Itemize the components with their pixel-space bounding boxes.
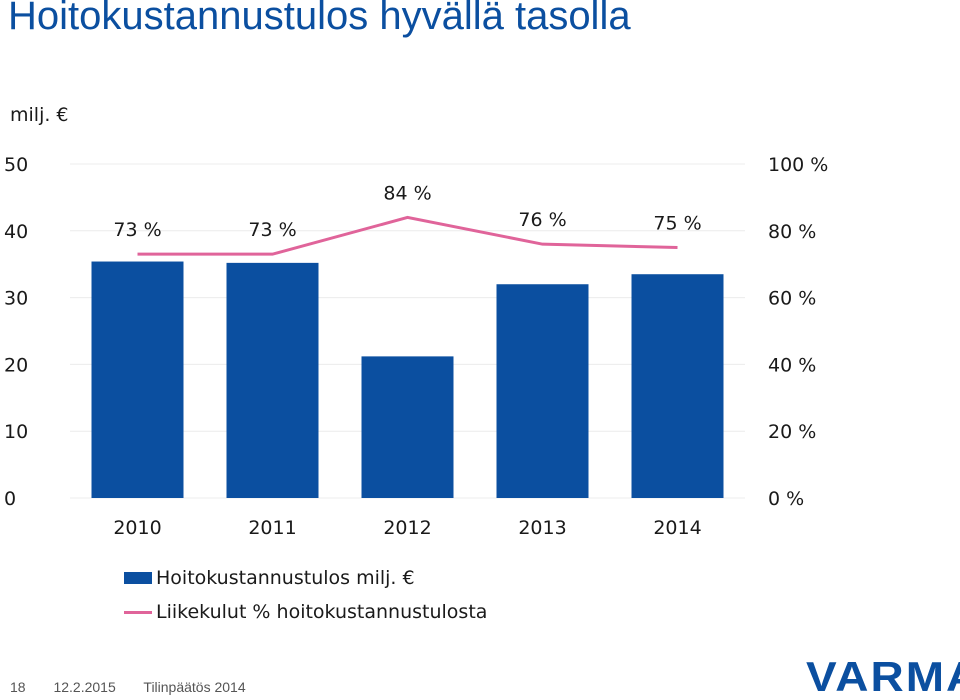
bar — [631, 274, 724, 498]
legend-label-line: Liikekulut % hoitokustannustulosta — [156, 601, 488, 623]
legend-swatch-line — [124, 610, 152, 614]
data-label: 73 % — [248, 219, 296, 241]
data-label: 84 % — [383, 182, 431, 204]
legend-item-bars: Hoitokustannustulos milj. € — [124, 561, 487, 595]
bar — [361, 356, 454, 498]
y-right-tick-label: 0 % — [768, 488, 804, 510]
data-label: 76 % — [518, 209, 566, 231]
y-right-tick-label: 60 % — [768, 288, 816, 310]
y-left-tick-label: 50 — [4, 154, 28, 176]
legend-label-bars: Hoitokustannustulos milj. € — [156, 567, 415, 589]
y-left-tick-label: 20 — [4, 354, 28, 376]
slide-title: Hoitokustannustulos hyvällä tasolla — [8, 0, 631, 38]
y-right-tick-label: 40 % — [768, 354, 816, 376]
page-number: 18 — [10, 679, 26, 695]
y-left-tick-label: 30 — [4, 288, 28, 310]
series-line — [137, 215, 678, 256]
x-tick-label: 2014 — [653, 517, 701, 539]
y-right-tick-label: 100 % — [768, 154, 828, 176]
footer-date: 12.2.2015 — [53, 679, 116, 695]
x-tick-label: 2012 — [383, 517, 431, 539]
y-left-tick-label: 40 — [4, 221, 28, 243]
bar — [496, 284, 589, 498]
y-right-tick-label: 80 % — [768, 221, 816, 243]
data-label: 73 % — [113, 219, 161, 241]
varma-logo: VARMA — [806, 653, 960, 700]
data-label: 75 % — [653, 213, 701, 235]
y-left-tick-label: 0 — [4, 488, 16, 510]
unit-label: milj. € — [10, 104, 69, 126]
legend-swatch-bar — [124, 572, 152, 584]
footer: 18 12.2.2015 Tilinpäätös 2014 — [10, 679, 270, 695]
chart-legend: Hoitokustannustulos milj. € Liikekulut %… — [124, 561, 487, 629]
legend-item-line: Liikekulut % hoitokustannustulosta — [124, 595, 487, 629]
y-right-tick-label: 20 % — [768, 421, 816, 443]
x-tick-label: 2010 — [113, 517, 161, 539]
x-tick-label: 2013 — [518, 517, 566, 539]
bar — [226, 262, 319, 498]
y-left-tick-label: 10 — [4, 421, 28, 443]
x-tick-label: 2011 — [248, 517, 296, 539]
footer-doc-title: Tilinpäätös 2014 — [143, 679, 246, 695]
bar — [91, 261, 184, 498]
